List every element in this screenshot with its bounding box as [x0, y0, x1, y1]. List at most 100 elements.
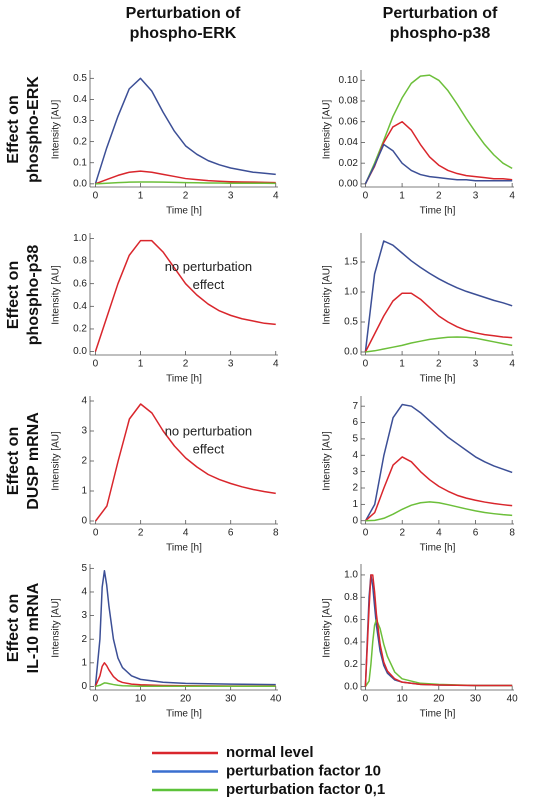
y-tick-label: 0 [352, 515, 358, 526]
y-tick-label: 0.10 [339, 75, 359, 86]
data-line [364, 618, 513, 688]
row-label: phospho-p38 [25, 245, 42, 346]
data-line [94, 77, 276, 185]
y-tick-label: 4 [352, 450, 358, 461]
x-tick-label: 4 [273, 359, 279, 370]
y-tick-label: 0.02 [339, 158, 359, 169]
x-tick-label: 2 [183, 359, 189, 370]
row-label: phospho-ERK [25, 76, 42, 183]
data-line [95, 181, 276, 185]
x-tick-label: 3 [228, 191, 234, 202]
row-label: Effect on [5, 427, 22, 495]
y-tick-label: 0.08 [339, 96, 359, 107]
panel: 0.0 0.2 0.4 0.6 0.8 1.0 0 10 20 30 40 Time [h] Inten… [322, 564, 518, 720]
y-tick-label: 0.0 [73, 178, 87, 189]
x-axis-label: Time [h] [166, 709, 202, 720]
x-tick-label: 2 [183, 191, 189, 202]
row-label: Effect on [5, 261, 22, 329]
x-tick-label: 4 [509, 359, 515, 370]
y-tick-label: 0.00 [339, 179, 359, 190]
y-tick-label: 4 [81, 396, 87, 407]
column-header: phospho-p38 [390, 25, 491, 42]
y-tick-label: 0.5 [344, 317, 358, 328]
y-axis-label: Intensity [AU] [322, 431, 333, 491]
y-tick-label: 1 [81, 486, 87, 497]
x-tick-label: 1 [399, 359, 405, 370]
x-tick-label: 2 [399, 528, 405, 539]
y-tick-label: 4 [81, 587, 87, 598]
data-line [364, 74, 513, 185]
x-tick-label: 8 [273, 528, 279, 539]
x-tick-label: 3 [228, 359, 234, 370]
data-line [365, 456, 513, 522]
y-axis-label: Intensity [AU] [51, 431, 62, 491]
x-tick-label: 10 [135, 694, 147, 705]
x-tick-label: 0 [363, 191, 369, 202]
x-axis-label: Time [h] [420, 374, 456, 385]
y-tick-label: 0.06 [339, 116, 359, 127]
y-tick-label: 1.5 [344, 257, 358, 268]
annotation: effect [193, 277, 225, 292]
y-axis-label: Intensity [AU] [51, 598, 62, 658]
y-tick-label: 0.0 [344, 347, 358, 358]
x-axis-label: Time [h] [420, 543, 456, 554]
y-tick-label: 0 [81, 681, 87, 692]
row-label: Effect on [5, 95, 22, 163]
x-tick-label: 2 [138, 528, 144, 539]
y-tick-label: 0.2 [73, 324, 87, 335]
legend-label: normal level [226, 744, 314, 761]
x-tick-label: 20 [433, 694, 445, 705]
data-line [94, 569, 276, 687]
x-axis-label: Time [h] [166, 206, 202, 217]
x-tick-label: 1 [399, 191, 405, 202]
y-tick-label: 2 [81, 634, 87, 645]
y-tick-label: 0.1 [73, 157, 87, 168]
data-line [95, 403, 276, 522]
y-tick-label: 0.6 [344, 614, 358, 625]
column-header: Perturbation of [126, 5, 241, 22]
y-tick-label: 1.0 [344, 570, 358, 581]
panel: 0.0 0.2 0.4 0.6 0.8 1.0 0 1 2 3 4 Time [h] Intensity… [51, 233, 279, 385]
annotation: no perturbation [165, 259, 252, 274]
x-tick-label: 3 [473, 359, 479, 370]
y-tick-label: 0 [81, 516, 87, 527]
y-axis-label: Intensity [AU] [322, 265, 333, 325]
x-tick-label: 0 [93, 528, 99, 539]
x-tick-label: 0 [363, 359, 369, 370]
panel: 0 1 2 3 4 5 6 7 0 2 4 6 8 Time [h] Intensity [AU] [322, 396, 515, 554]
y-tick-label: 2 [81, 456, 87, 467]
panel: 0 1 2 3 4 5 0 10 20 30 40 Time [h] Intensity [AU] [51, 563, 282, 720]
x-tick-label: 4 [273, 191, 279, 202]
x-axis-label: Time [h] [166, 543, 202, 554]
data-line [364, 120, 513, 185]
x-axis-label: Time [h] [420, 709, 456, 720]
x-tick-label: 0 [363, 528, 369, 539]
x-tick-label: 8 [509, 528, 515, 539]
row-label: IL-10 mRNA [25, 582, 42, 673]
row-label: Effect on [5, 594, 22, 662]
y-tick-label: 3 [81, 610, 87, 621]
x-tick-label: 1 [138, 191, 144, 202]
x-tick-label: 0 [93, 191, 99, 202]
x-tick-label: 0 [363, 694, 369, 705]
x-tick-label: 4 [509, 191, 515, 202]
data-line [364, 143, 513, 185]
column-header: phospho-ERK [130, 25, 237, 42]
row-label: DUSP mRNA [25, 412, 42, 510]
data-line [364, 403, 513, 522]
annotation: effect [193, 441, 225, 456]
y-axis-label: Intensity [AU] [51, 100, 62, 160]
y-tick-label: 0.04 [339, 137, 359, 148]
data-line [94, 239, 276, 352]
y-tick-label: 0.0 [344, 681, 358, 692]
y-tick-label: 0.4 [73, 94, 87, 105]
x-tick-label: 4 [436, 528, 442, 539]
y-tick-label: 1 [81, 657, 87, 668]
x-tick-label: 0 [93, 694, 99, 705]
y-axis-label: Intensity [AU] [322, 598, 333, 658]
column-header: Perturbation of [383, 5, 498, 22]
x-axis-label: Time [h] [166, 374, 202, 385]
data-line [95, 170, 276, 185]
